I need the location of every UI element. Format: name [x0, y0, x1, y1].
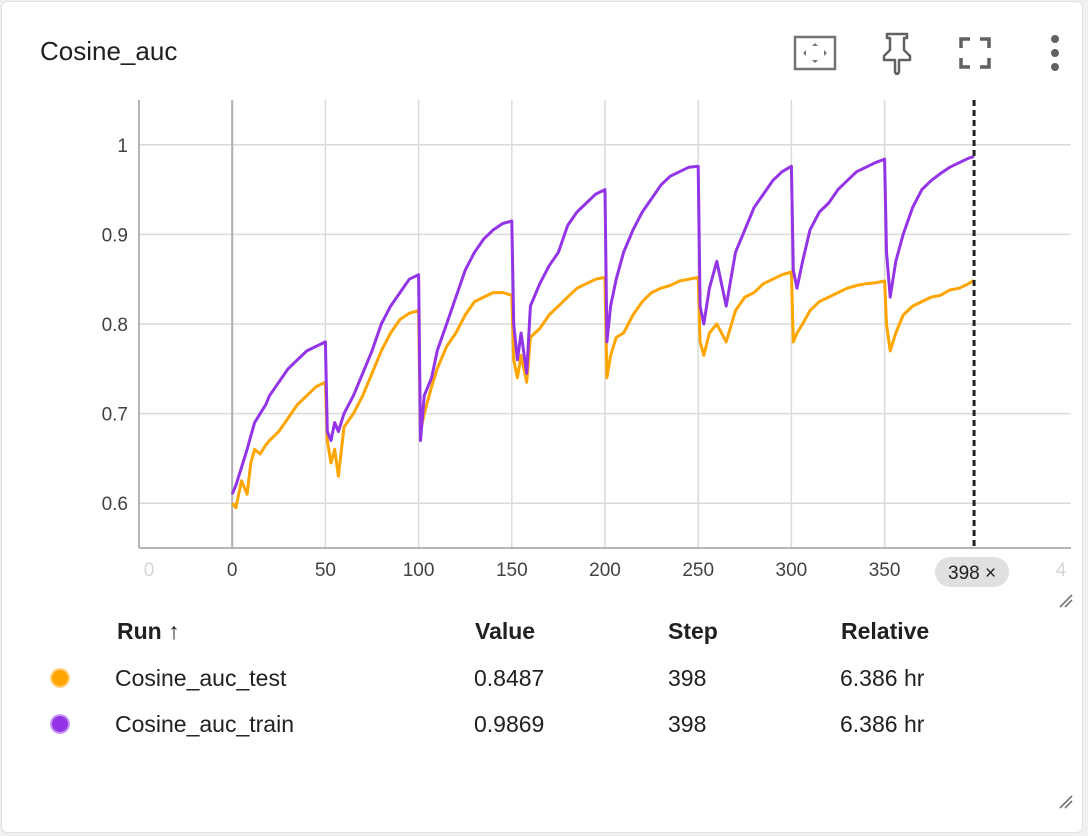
step-cursor-chip: [935, 557, 1010, 587]
x-tick-label: 250: [682, 560, 714, 581]
resize-handle-icon[interactable]: [1056, 591, 1074, 609]
y-tick-label: 1: [117, 136, 128, 157]
run-name: Cosine_auc_test: [115, 665, 287, 691]
x-tick-label: 50: [315, 560, 336, 581]
series-line-Cosine_auc_test: [231, 270, 975, 510]
run-value: 0.9869: [474, 711, 545, 737]
more-vert-icon: [1051, 35, 1059, 71]
header-relative: Relative: [841, 618, 930, 644]
card-title: Cosine_auc: [40, 36, 178, 66]
x-tick-label: 200: [589, 560, 621, 581]
run-relative: 6.386 hr: [840, 665, 925, 691]
fit-domain-button[interactable]: [792, 30, 838, 76]
y-tick-label: 0.6: [102, 494, 128, 515]
fit-domain-icon: [793, 35, 837, 71]
x-tick-label: 350: [869, 560, 901, 581]
pin-icon: [882, 32, 912, 75]
run-value: 0.8487: [474, 665, 545, 691]
y-tick-label: 0.7: [102, 405, 128, 426]
fullscreen-button[interactable]: [952, 30, 998, 76]
header-run[interactable]: Run ↑: [117, 618, 180, 644]
x-tick-label: 0: [144, 560, 155, 581]
line-chart[interactable]: 0.60.70.80.910 0 50 100 150 200 250 300 350 4398 …: [2, 2, 1083, 602]
x-tick-label: 150: [496, 560, 528, 581]
run-step: 398: [668, 665, 707, 691]
x-tick-label: 0: [227, 560, 238, 581]
x-tick-label: 300: [776, 560, 808, 581]
more-options-button[interactable]: [1032, 30, 1078, 76]
y-tick-label: 0.8: [102, 315, 128, 336]
run-color-dot: [50, 714, 70, 734]
step-cursor-label[interactable]: 398 ×: [948, 563, 996, 584]
resize-handle-icon[interactable]: [1056, 792, 1074, 810]
header-value: Value: [475, 618, 536, 644]
run-name: Cosine_auc_train: [115, 711, 295, 737]
series-line-Cosine_auc_train: [230, 155, 975, 495]
y-tick-label: 0.9: [102, 225, 128, 246]
run-color-dot: [50, 668, 70, 688]
header-step: Step: [668, 618, 718, 644]
pin-button[interactable]: [874, 30, 920, 76]
x-tick-label: 100: [403, 560, 435, 581]
x-tick-label: 4: [1056, 560, 1067, 581]
run-step: 398: [668, 711, 707, 737]
run-relative: 6.386 hr: [840, 711, 925, 737]
fullscreen-icon: [959, 37, 991, 69]
